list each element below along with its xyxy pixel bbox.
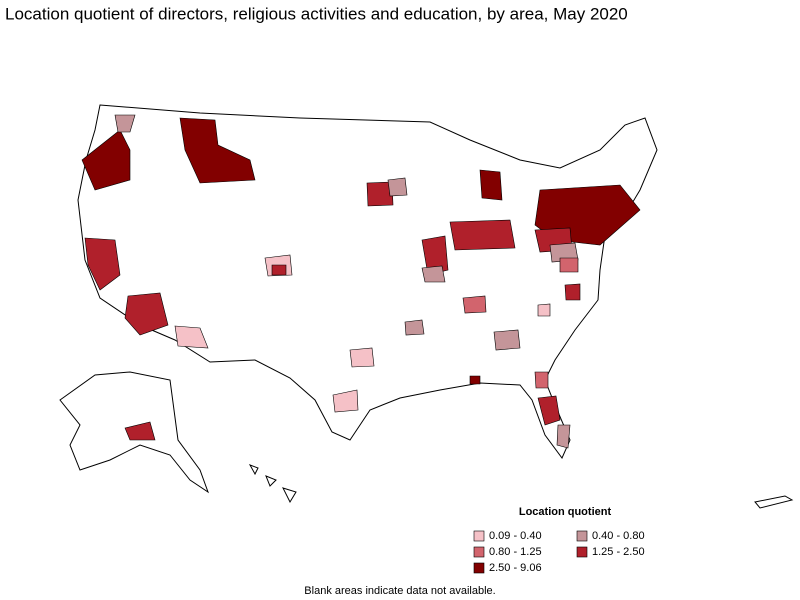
legend: Location quotient 0.09 - 0.40 0.40 - 0.80… <box>473 506 645 574</box>
footnote: Blank areas indicate data not available. <box>304 585 495 597</box>
area <box>559 257 579 273</box>
area <box>366 181 394 207</box>
area <box>271 264 287 276</box>
area <box>174 325 209 349</box>
puerto-rico <box>754 495 794 509</box>
contiguous-us <box>77 104 658 459</box>
area <box>124 292 169 336</box>
legend-title: Location quotient <box>519 506 612 518</box>
area <box>81 129 131 191</box>
area <box>564 283 581 301</box>
legend-swatch <box>473 546 485 558</box>
area <box>534 371 549 389</box>
area <box>421 265 446 283</box>
area <box>349 347 375 368</box>
legend-swatch <box>473 562 485 574</box>
area <box>421 235 449 276</box>
area <box>469 375 481 385</box>
area <box>332 389 359 413</box>
area <box>449 219 516 251</box>
area <box>124 421 156 441</box>
legend-label: 1.25 - 2.50 <box>592 546 645 558</box>
area <box>179 117 256 184</box>
area <box>114 114 136 133</box>
legend-label: 2.50 - 9.06 <box>489 562 542 574</box>
legend-label: 0.80 - 1.25 <box>489 546 542 558</box>
area <box>404 319 425 336</box>
legend-swatch <box>473 530 485 542</box>
hawaii <box>248 464 297 504</box>
area <box>537 303 551 317</box>
legend-label: 0.09 - 0.40 <box>489 530 542 542</box>
area <box>493 329 521 351</box>
area <box>462 295 487 314</box>
area <box>556 424 571 449</box>
area <box>84 237 121 291</box>
legend-swatch <box>576 546 588 558</box>
area <box>387 177 408 197</box>
legend-label: 0.40 - 0.80 <box>592 530 645 542</box>
map <box>59 104 794 509</box>
legend-swatch <box>576 530 588 542</box>
area <box>479 169 503 201</box>
map-title: Location quotient of directors, religiou… <box>5 4 628 23</box>
area <box>537 395 561 426</box>
